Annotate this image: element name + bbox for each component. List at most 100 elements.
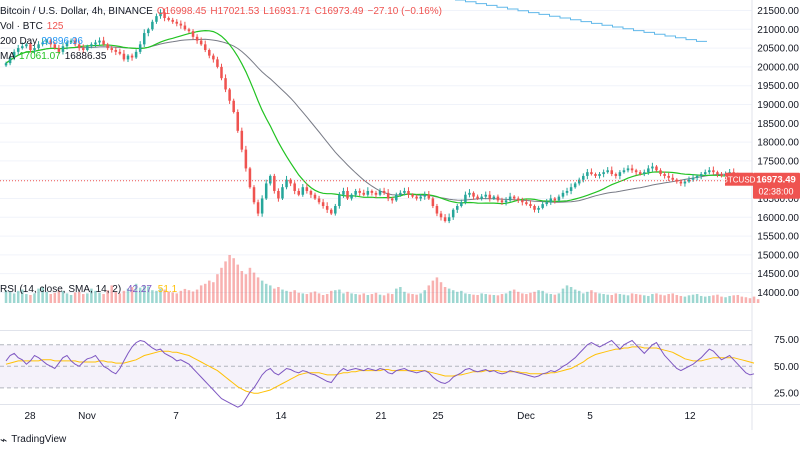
volume-bar [195,289,199,303]
candle-body [232,100,235,113]
volume-bar [752,296,756,303]
volume-bar [114,291,118,303]
volume-bar [663,295,666,303]
ma-label[interactable]: MA [0,51,15,62]
candle-body [423,194,427,197]
candle-body [622,170,626,173]
candle-body [557,196,561,201]
volume-bar [407,293,410,303]
volume-bar [134,283,138,303]
candle-body [488,194,492,199]
volume-bar [244,274,248,303]
volume-bar [342,293,345,303]
candle-body [248,168,252,188]
volume-bar [118,293,122,303]
rsi-ma-value: 51.1 [157,284,178,295]
volume-bar [655,293,658,303]
volume-bar [716,294,719,303]
candle-body [159,12,162,17]
volume-bar [618,294,622,303]
rsi-value: 42.27 [126,284,152,295]
volume-bar [533,291,536,303]
candle-body [549,198,553,203]
symbol-title[interactable]: Bitcoin / U.S. Dollar, 4h, BINANCE [0,6,153,17]
ma200-label[interactable]: 200 Day [0,36,38,47]
volume-bar [500,294,504,303]
volume-bar [216,274,219,303]
candle-body [346,190,349,199]
volume-bar [37,288,40,303]
volume-bar [8,291,12,303]
time-tick-label: 7 [173,411,179,422]
candle-body [403,190,406,193]
low-value: L16931.71 [263,6,311,17]
volume-bar [82,294,85,303]
volume-bar [199,285,203,303]
volume-bar [492,295,496,303]
candle-body [399,192,402,195]
candle-body [427,194,431,199]
candle-body [199,40,203,45]
volume-bar [21,289,24,303]
volume-bar [138,287,142,303]
candle-body [667,175,670,178]
volume-bar [447,288,451,303]
volume-bar [736,295,740,303]
volume-bar [167,291,170,303]
candle-body [33,48,36,50]
volume-bar [460,290,463,303]
volume-bar [390,294,394,303]
candle-body [269,175,272,184]
volume-bar [529,292,532,303]
volume-bar [634,294,638,303]
candle-body [138,44,142,52]
candle-body [293,183,296,191]
rsi-title[interactable]: RSI (14, close, SMA, 14, 2) [0,284,122,295]
candle-body [500,200,504,203]
candle-body [679,181,683,184]
candle-body [61,46,65,52]
candle-body [179,23,183,26]
candle-body [512,196,516,199]
ma-fast-line [5,29,751,205]
volume-bar [313,291,317,303]
volume-bar [163,289,166,303]
candle-body [98,40,101,43]
volume-bar [98,292,101,303]
candle-body [203,44,207,50]
candle-body [53,44,57,49]
candle-body [663,174,666,176]
volume-bar [602,294,605,303]
volume-bar [545,293,548,303]
volume-bar [175,293,179,303]
rsi-tick-label: 75.00 [774,335,799,346]
candle-body [618,172,622,176]
volume-bar [329,290,333,303]
volume-bar [557,293,561,303]
candle-body [73,40,77,45]
volume-label[interactable]: Vol · BTC [0,21,43,32]
volume-bar [110,285,113,303]
price-tick-label: 20000.00 [757,62,799,73]
candle-body [712,170,715,173]
candle-body [130,55,134,58]
volume-bar [130,287,134,303]
candle-body [634,170,638,173]
volume-bar [614,293,618,303]
tradingview-brand[interactable]: ⌁ TradingView [0,433,66,447]
countdown-label: 02:38:00 [758,187,793,197]
price-tick-label: 14000.00 [757,288,799,299]
volume-bar [25,294,28,303]
volume-bar [256,277,260,303]
candle-body [220,66,223,79]
candle-body [301,187,305,195]
candle-body [94,42,97,45]
symbol-tag-box [725,172,753,186]
volume-bar [439,282,443,303]
candle-body [126,55,130,60]
volume-bar [293,290,296,303]
price-tick-label: 18000.00 [757,138,799,149]
candle-body [183,25,187,30]
